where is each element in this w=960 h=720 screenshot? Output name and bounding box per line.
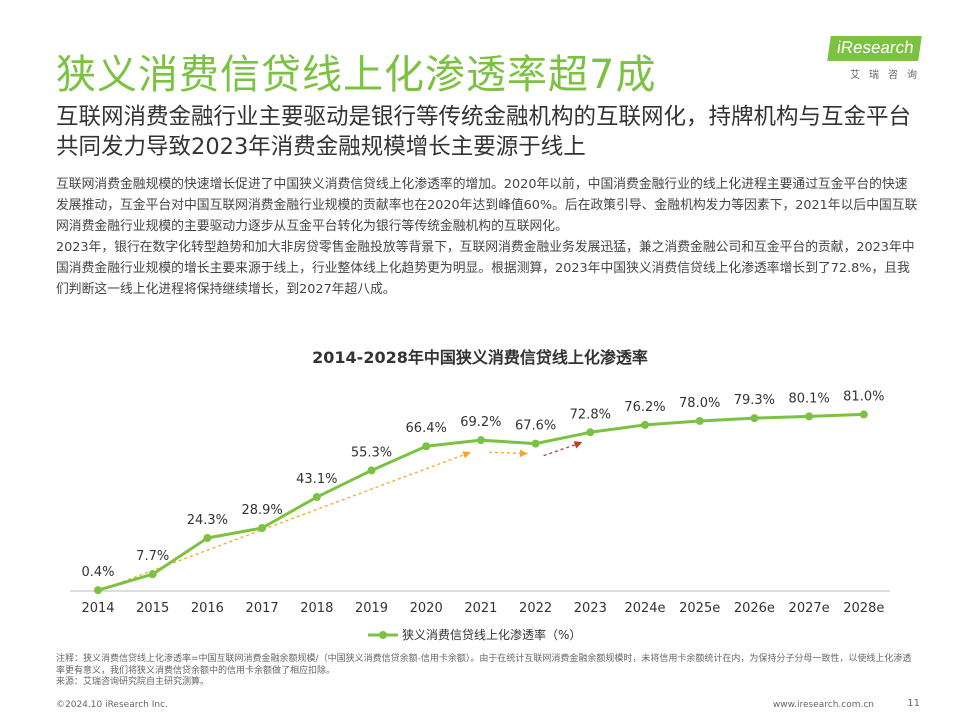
data-label: 78.0%	[679, 396, 720, 411]
body-paragraph-1: 互联网消费金融规模的快速增长促进了中国狭义消费信贷线上化渗透率的增加。2020年…	[56, 177, 918, 234]
data-label: 0.4%	[81, 565, 114, 580]
data-label: 79.3%	[734, 393, 775, 408]
notes: 注释：狭义消费信贷线上化渗透率=中国互联网消费金融余额规模/（中国狭义消费信贷余…	[56, 654, 916, 689]
x-tick-label: 2024e	[624, 601, 665, 616]
data-label: 72.8%	[570, 407, 611, 422]
data-point	[312, 493, 321, 502]
body-paragraph-2: 2023年，银行在数字化转型趋势和加大非房贷零售金融投放等背景下，互联网消费金融…	[56, 240, 915, 297]
data-point	[586, 428, 595, 437]
x-tick-label: 2022	[519, 601, 552, 616]
source-text: 来源：艾瑞咨询研究院自主研究测算。	[56, 677, 210, 687]
x-tick-label: 2020	[410, 601, 443, 616]
page-title: 狭义消费信贷线上化渗透率超7成	[56, 52, 657, 98]
page-subtitle: 互联网消费金融行业主要驱动是银行等传统金融机构的互联网化，持牌机构与互金平台共同…	[56, 104, 912, 160]
data-label: 80.1%	[788, 391, 829, 406]
legend-label: 狭义消费信贷线上化渗透率（%）	[402, 627, 581, 642]
data-label: 24.3%	[187, 513, 228, 528]
data-label: 66.4%	[406, 421, 447, 436]
data-point	[367, 466, 376, 475]
x-tick-label: 2014	[81, 601, 114, 616]
chart-title: 2014-2028年中国狭义消费信贷线上化渗透率	[312, 348, 648, 367]
data-point	[94, 586, 102, 595]
data-point	[859, 410, 868, 419]
legend-marker	[379, 631, 387, 639]
data-point	[476, 436, 485, 445]
data-label: 67.6%	[515, 419, 556, 434]
x-tick-label: 2025e	[679, 601, 720, 616]
body-text: 互联网消费金融规模的快速增长促进了中国狭义消费信贷线上化渗透率的增加。2020年…	[56, 174, 920, 300]
note-text: 注释：狭义消费信贷线上化渗透率=中国互联网消费金融余额规模/（中国狭义消费信贷余…	[56, 654, 912, 676]
data-point	[258, 523, 267, 532]
data-point	[805, 412, 814, 421]
iresearch-logo: iResearch 艾瑞咨询	[827, 36, 926, 84]
x-tick-label: 2026e	[734, 601, 775, 616]
data-label: 81.0%	[843, 389, 884, 404]
data-point	[148, 570, 157, 579]
data-label: 28.9%	[241, 503, 282, 518]
data-point	[695, 416, 704, 425]
x-tick-label: 2015	[136, 601, 169, 616]
x-tick-label: 2017	[246, 601, 279, 616]
logo-subtext: 艾瑞咨询	[850, 70, 926, 81]
x-tick-label: 2027e	[789, 601, 830, 616]
data-label: 69.2%	[460, 415, 501, 430]
footer-url: www.iresearch.com.cn	[772, 700, 874, 710]
x-tick-label: 2028e	[843, 601, 884, 616]
copyright: ©2024.10 iResearch Inc.	[56, 700, 168, 710]
line-chart: 0.4% 7.7% 24.3% 28.9% 43.1% 55.3% 66.4% 69.2% 67…	[70, 389, 890, 642]
trend-arrow-0	[99, 451, 472, 591]
data-label: 7.7%	[136, 549, 169, 564]
data-point	[203, 534, 212, 543]
x-tick-label: 2016	[191, 601, 224, 616]
page-number: 11	[907, 698, 920, 709]
data-point	[531, 439, 540, 448]
data-label: 55.3%	[351, 445, 392, 460]
trend-arrow-2	[543, 441, 583, 457]
data-point	[641, 420, 649, 429]
data-point	[750, 414, 759, 423]
data-label: 43.1%	[296, 472, 337, 487]
x-tick-label: 2018	[300, 601, 333, 616]
data-label: 76.2%	[624, 400, 665, 415]
x-tick-label: 2021	[464, 601, 497, 616]
data-point	[422, 442, 431, 451]
x-tick-label: 2023	[574, 601, 607, 616]
x-tick-label: 2019	[355, 601, 388, 616]
trend-arrow-1	[488, 449, 528, 458]
